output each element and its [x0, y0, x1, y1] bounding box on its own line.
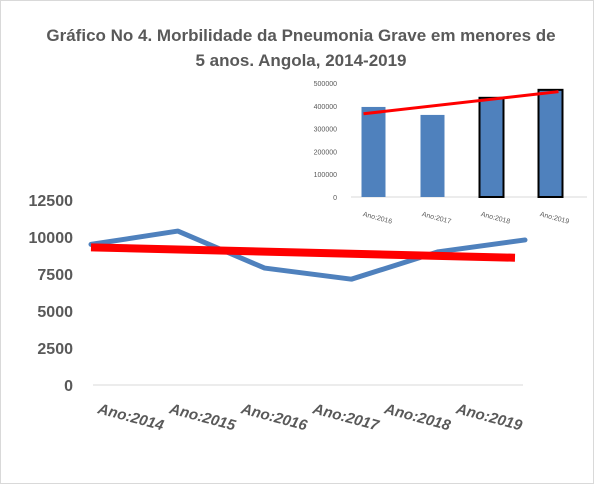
inset-trendline: [363, 90, 559, 116]
inset-y-tick-label: 100000: [314, 172, 337, 179]
inset-y-tick-label: 500000: [314, 81, 337, 88]
inset-x-tick-label: Ano:2019: [539, 211, 570, 226]
main-y-tick-label: 12500: [29, 193, 74, 210]
inset-x-tick-label: Ano:2017: [421, 211, 452, 226]
inset-bar: [361, 106, 386, 197]
main-y-tick-label: 7500: [37, 267, 73, 284]
inset-y-tick-label: 300000: [314, 127, 337, 134]
inset-x-tick-label: Ano:2016: [362, 211, 393, 226]
main-series-line: [88, 228, 528, 282]
main-trendline: [90, 243, 516, 262]
inset-x-tick-label: Ano:2018: [480, 211, 511, 226]
inset-y-tick-label: 200000: [314, 149, 337, 156]
inset-y-tick-label: 400000: [314, 104, 337, 111]
main-y-tick-label: 2500: [37, 341, 73, 358]
inset-bar: [420, 114, 445, 197]
inset-y-tick-label: 0: [333, 195, 337, 202]
inset-bar: [537, 88, 564, 198]
inset-bar: [478, 96, 505, 198]
chart-title: Gráfico No 4. Morbilidade da Pneumonia G…: [46, 26, 556, 70]
main-y-tick-label: 5000: [37, 304, 73, 321]
main-y-tick-label: 10000: [29, 230, 74, 247]
main-y-tick-label: 0: [64, 378, 73, 395]
